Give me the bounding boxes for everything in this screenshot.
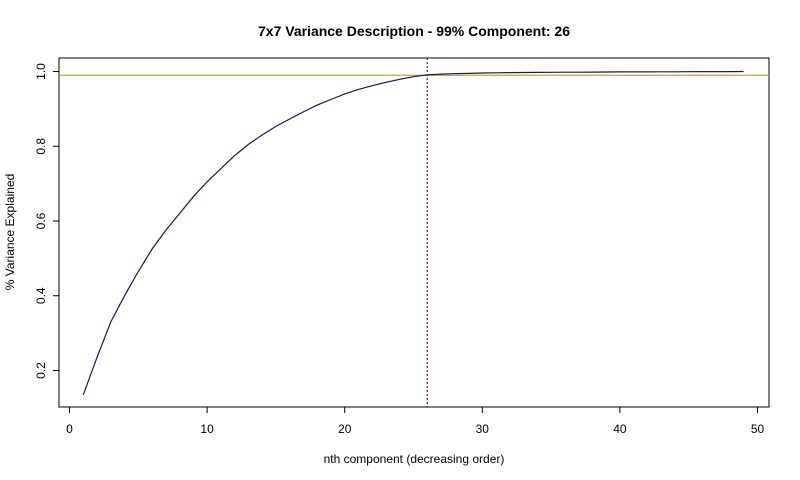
chart-title: 7x7 Variance Description - 99% Component…: [258, 23, 570, 39]
x-tick-label: 20: [338, 422, 352, 436]
y-tick-label: 0.6: [34, 212, 48, 229]
y-tick-label: 0.8: [34, 138, 48, 155]
x-tick-label: 40: [613, 422, 627, 436]
variance-series-line: [82, 70, 744, 396]
plot-frame: [58, 57, 770, 408]
y-tick-label: 0.4: [34, 287, 48, 304]
y-axis-label: % Variance Explained: [3, 174, 17, 291]
y-tick-label: 1.0: [34, 63, 48, 80]
x-axis-label: nth component (decreasing order): [324, 452, 505, 466]
x-tick-label: 30: [476, 422, 490, 436]
plot-layer: 0 10 20 30 40 50 0.2 0.4 0.6 0.8 1.0: [34, 58, 769, 436]
y-tick-label: 0.2: [34, 362, 48, 379]
x-tick-label: 0: [66, 422, 73, 436]
x-tick-label: 10: [200, 422, 214, 436]
x-tick-label: 50: [751, 422, 765, 436]
